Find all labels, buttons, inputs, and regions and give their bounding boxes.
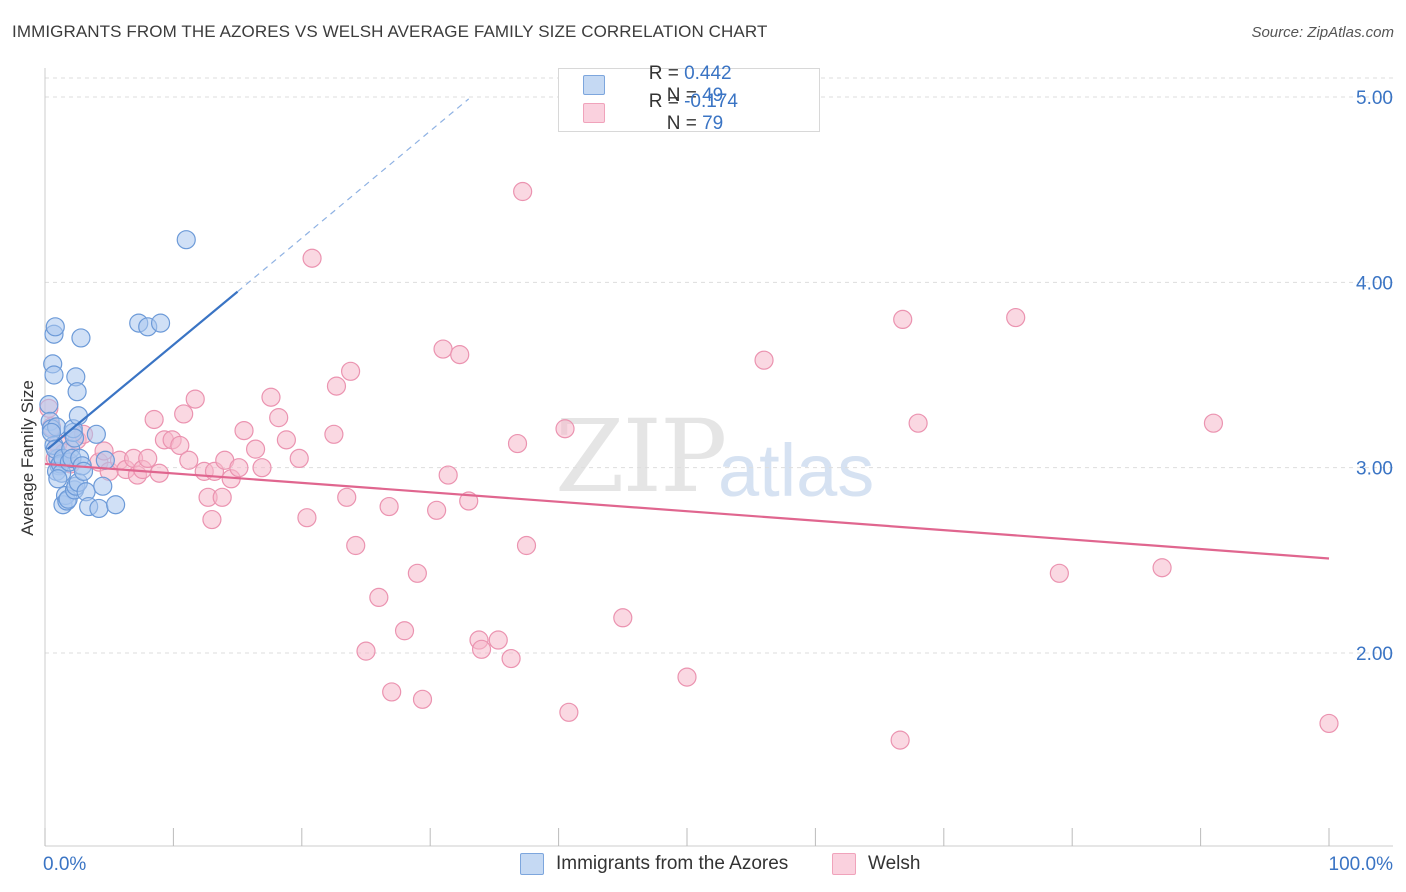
azores-point (177, 231, 195, 249)
welsh-point (347, 537, 365, 555)
bottom-legend-welsh: Welsh (832, 851, 920, 877)
welsh-point (290, 449, 308, 467)
legend-swatch-welsh (583, 103, 605, 123)
welsh-point (303, 249, 321, 267)
welsh-point (413, 690, 431, 708)
bottom-legend-swatch-welsh (832, 853, 856, 875)
welsh-point (203, 511, 221, 529)
welsh-point (139, 449, 157, 467)
welsh-point (434, 340, 452, 358)
y-tick-label: 2.00 (1356, 644, 1393, 665)
y-tick-label: 5.00 (1356, 88, 1393, 109)
azores-point (90, 499, 108, 517)
legend-r-label: R = (649, 91, 684, 112)
welsh-point (755, 351, 773, 369)
welsh-point (514, 183, 532, 201)
welsh-point (277, 431, 295, 449)
azores-point (107, 496, 125, 514)
welsh-point (502, 650, 520, 668)
x-tick-label-right: 100.0% (1329, 854, 1394, 875)
legend-swatch-azores (583, 75, 605, 95)
welsh-point (380, 498, 398, 516)
welsh-point (909, 414, 927, 432)
welsh-point (408, 564, 426, 582)
welsh-point (489, 631, 507, 649)
azores-point (72, 329, 90, 347)
y-tick-label: 4.00 (1356, 273, 1393, 294)
azores-point (45, 366, 63, 384)
bottom-legend-azores: Immigrants from the Azores (520, 851, 788, 877)
legend-n-label: N = (667, 113, 702, 134)
azores-point (40, 396, 58, 414)
legend-r-value: -0.174 (684, 91, 738, 112)
welsh-point (560, 703, 578, 721)
welsh-point (235, 422, 253, 440)
welsh-point (1007, 309, 1025, 327)
welsh-point (556, 420, 574, 438)
welsh-point (262, 388, 280, 406)
azores-point (46, 318, 64, 336)
welsh-point (509, 435, 527, 453)
welsh-point (1204, 414, 1222, 432)
azores-point (87, 425, 105, 443)
welsh-point (175, 405, 193, 423)
x-tick-label-left: 0.0% (43, 854, 86, 875)
welsh-point (270, 409, 288, 427)
welsh-point (186, 390, 204, 408)
welsh-point (342, 362, 360, 380)
welsh-point (894, 310, 912, 328)
welsh-point (439, 466, 457, 484)
azores-point (49, 470, 67, 488)
welsh-point (473, 640, 491, 658)
legend-n-value: 79 (702, 113, 723, 134)
welsh-point (213, 488, 231, 506)
welsh-point (145, 410, 163, 428)
welsh-point (451, 346, 469, 364)
welsh-point (1153, 559, 1171, 577)
welsh-point (1320, 714, 1338, 732)
welsh-point (383, 683, 401, 701)
welsh-point (1050, 564, 1068, 582)
welsh-point (180, 451, 198, 469)
y-axis-label: Average Family Size (18, 380, 38, 536)
welsh-point (518, 537, 536, 555)
welsh-point (327, 377, 345, 395)
welsh-point (370, 588, 388, 606)
azores-point (75, 462, 93, 480)
welsh-point (230, 459, 248, 477)
welsh-point (325, 425, 343, 443)
legend-box: R = 0.442 N = 49 R = -0.174 N = 79 (558, 68, 820, 132)
welsh-point (396, 622, 414, 640)
welsh-point (253, 459, 271, 477)
welsh-point (247, 440, 265, 458)
azores-point (42, 423, 60, 441)
bottom-legend-label-welsh: Welsh (868, 853, 920, 875)
welsh-point (428, 501, 446, 519)
welsh-point (891, 731, 909, 749)
y-tick-label: 3.00 (1356, 459, 1393, 480)
azores-trendline-extension (238, 99, 469, 292)
azores-point (94, 477, 112, 495)
welsh-point (678, 668, 696, 686)
welsh-point (338, 488, 356, 506)
welsh-point (357, 642, 375, 660)
azores-point (96, 451, 114, 469)
azores-point (152, 314, 170, 332)
welsh-point (298, 509, 316, 527)
welsh-point (614, 609, 632, 627)
azores-point (68, 383, 86, 401)
welsh-trendline (45, 464, 1329, 559)
bottom-legend-swatch-azores (520, 853, 544, 875)
azores-point (69, 407, 87, 425)
bottom-legend-label-azores: Immigrants from the Azores (556, 853, 788, 875)
